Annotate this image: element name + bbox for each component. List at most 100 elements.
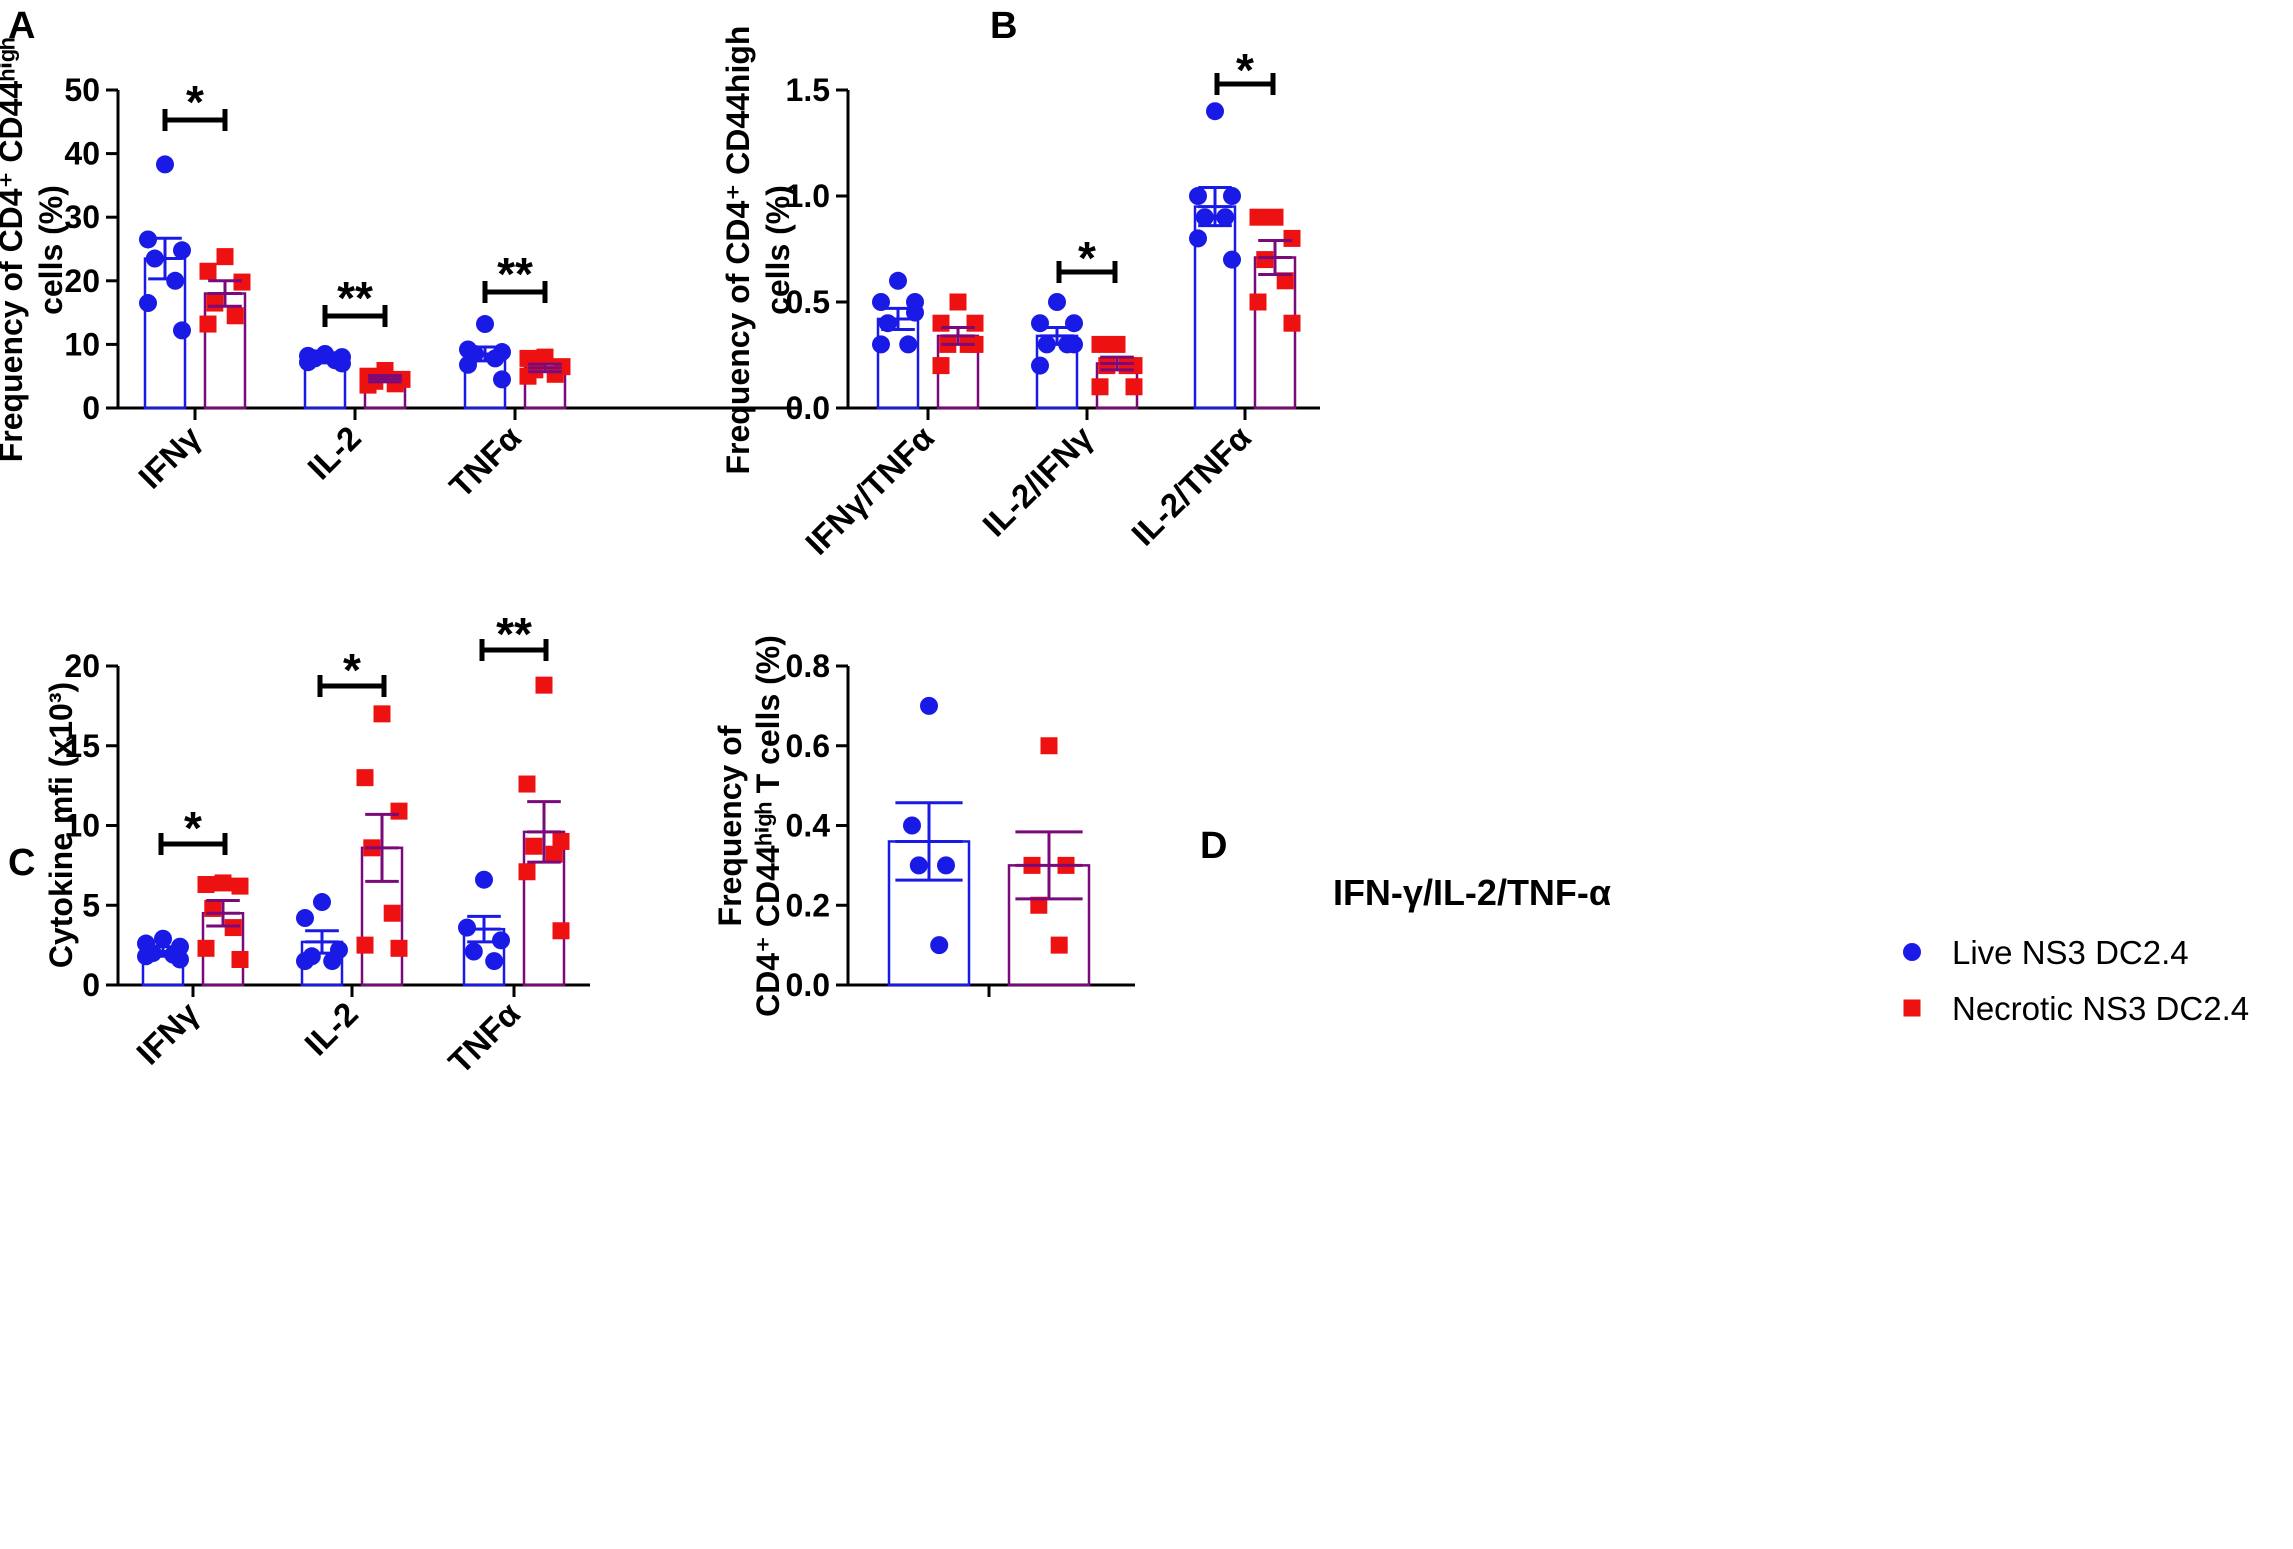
data-point-live	[475, 870, 493, 889]
y-tick-label: 0.4	[786, 808, 831, 844]
data-point-live	[1065, 314, 1083, 333]
y-axis-label: CD4⁺ CD44ʰⁱᵍʰ T cells (%)	[750, 635, 786, 1017]
data-point-necrotic	[1249, 208, 1267, 226]
y-axis-label: Cytokine mfi (x10³)	[43, 682, 79, 968]
y-tick-label: 0.5	[786, 284, 830, 320]
data-point-live	[1065, 335, 1083, 354]
legend-marker-circle	[1903, 943, 1921, 961]
data-point-live	[139, 294, 157, 313]
data-point-live	[1206, 102, 1224, 121]
data-point-necrotic	[1118, 357, 1136, 375]
data-point-necrotic	[1108, 335, 1126, 353]
data-point-live	[493, 370, 511, 389]
bar-live	[876, 317, 920, 410]
data-point-necrotic	[226, 307, 244, 325]
data-point-necrotic	[518, 863, 536, 881]
data-point-live	[156, 155, 174, 174]
data-point-necrotic	[199, 315, 217, 333]
data-point-live	[899, 335, 918, 354]
data-point-live	[937, 856, 955, 875]
legend-marker-square	[1903, 999, 1921, 1017]
y-tick-label: 50	[64, 72, 100, 108]
legend-label: Necrotic NS3 DC2.4	[1952, 990, 2249, 1027]
data-point-necrotic	[1091, 378, 1109, 396]
y-tick-label: 1.0	[786, 178, 830, 214]
data-point-necrotic	[231, 950, 249, 968]
data-point-necrotic	[966, 314, 984, 332]
category-label: IFNγ/TNFα	[798, 419, 941, 562]
data-point-live	[1031, 356, 1049, 375]
y-tick-label: 10	[64, 326, 100, 362]
data-point-necrotic	[356, 936, 374, 954]
data-point-live	[1216, 208, 1235, 227]
data-point-live	[485, 952, 504, 971]
y-tick-label: 0.0	[786, 390, 830, 426]
data-point-necrotic	[233, 273, 251, 291]
data-point-live	[458, 918, 476, 937]
y-tick-label: 10	[64, 808, 100, 844]
data-point-live	[171, 950, 189, 969]
data-point-live	[903, 816, 921, 835]
data-point-live	[154, 929, 172, 948]
data-point-live	[1195, 208, 1214, 227]
data-point-necrotic	[552, 832, 570, 850]
y-tick-label: 20	[64, 263, 100, 299]
category-label: IFNγ	[129, 994, 206, 1071]
data-point-necrotic	[1091, 335, 1109, 353]
data-point-necrotic	[1249, 293, 1267, 311]
y-tick-label: 0	[82, 390, 100, 426]
significance-label: **	[497, 248, 533, 300]
data-point-necrotic	[216, 248, 234, 266]
category-label: IL-2/TNFα	[1124, 419, 1258, 553]
data-point-necrotic	[518, 775, 536, 793]
y-tick-label: 0.2	[786, 887, 830, 923]
data-point-necrotic	[224, 919, 242, 937]
category-label: IL-2	[297, 995, 365, 1063]
data-point-live	[1223, 250, 1241, 269]
data-point-necrotic	[199, 262, 217, 280]
data-point-live	[296, 909, 314, 928]
y-tick-label: 1.5	[786, 72, 830, 108]
category-label: IL-2/IFNγ	[975, 418, 1100, 543]
y-axis-label: Frequency of	[712, 725, 748, 926]
data-point-necrotic	[197, 876, 215, 894]
data-point-necrotic	[1030, 896, 1048, 914]
data-point-live	[906, 293, 924, 311]
data-point-live	[486, 349, 505, 368]
data-point-live	[173, 241, 191, 260]
data-point-live	[889, 271, 907, 290]
data-point-necrotic	[383, 904, 401, 922]
data-point-necrotic	[546, 365, 564, 383]
panel-d: D 0.0 0.2 0.4 0.6 0.8 Frequency of CD4⁺ CD44ʰⁱ…	[712, 635, 1611, 1017]
significance-label: **	[337, 272, 373, 324]
data-point-live	[459, 355, 477, 374]
data-point-necrotic	[1040, 737, 1058, 755]
data-point-live	[492, 931, 510, 950]
data-point-necrotic	[390, 939, 408, 957]
data-point-necrotic	[1050, 936, 1068, 954]
data-point-live	[872, 335, 890, 354]
data-point-necrotic	[932, 314, 950, 332]
data-point-necrotic	[1283, 314, 1301, 332]
panel-letter-c: C	[8, 842, 35, 884]
data-point-necrotic	[231, 877, 249, 895]
significance-label: *	[1236, 44, 1254, 96]
panel-letter-d: D	[1200, 825, 1227, 867]
data-point-live	[464, 942, 483, 961]
y-tick-label: 15	[64, 728, 100, 764]
category-label: IFNγ	[131, 418, 208, 495]
data-point-live	[872, 293, 890, 311]
data-point-live	[1031, 314, 1049, 333]
legend-label: Live NS3 DC2.4	[1952, 934, 2189, 971]
data-point-live	[1189, 229, 1207, 248]
y-tick-label: 5	[82, 887, 100, 923]
data-point-necrotic	[535, 676, 553, 694]
y-axis-label: cells (%)	[33, 185, 69, 315]
data-point-necrotic	[214, 874, 232, 892]
data-point-live	[313, 893, 331, 912]
category-label: TNFα	[441, 995, 527, 1081]
data-point-necrotic	[1266, 208, 1284, 226]
data-point-necrotic	[390, 802, 408, 820]
y-axis-label: cells (%)	[760, 185, 796, 315]
